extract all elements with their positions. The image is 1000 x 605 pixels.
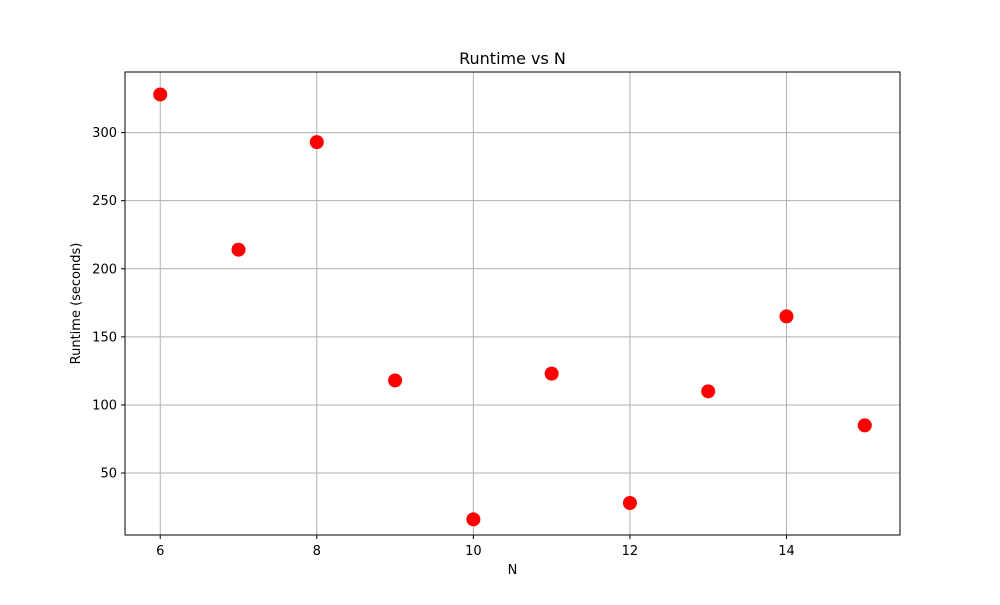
data-point [544, 366, 559, 381]
y-tick-label: 50 [100, 467, 117, 482]
x-tick-label: 14 [778, 544, 795, 559]
plot-area-frame [124, 71, 901, 536]
data-point [622, 495, 637, 510]
grid-layer [125, 72, 900, 535]
x-tick-label: 12 [622, 544, 639, 559]
y-tick-label: 150 [92, 330, 117, 345]
x-tick-label: 6 [156, 544, 164, 559]
chart-title: Runtime vs N [459, 49, 566, 68]
x-tick-label: 8 [313, 544, 321, 559]
x-axis-label: N [508, 563, 518, 578]
points-layer [153, 87, 872, 527]
data-point [466, 512, 481, 527]
data-point [388, 373, 403, 388]
data-point [857, 418, 872, 433]
y-tick-label: 100 [92, 398, 117, 413]
data-point [231, 242, 246, 257]
data-point [309, 135, 324, 150]
y-axis-label: Runtime (seconds) [69, 243, 84, 365]
y-tick-label: 300 [92, 126, 117, 141]
data-point [779, 309, 794, 324]
data-point [701, 384, 716, 399]
y-tick-label: 250 [92, 194, 117, 209]
data-point [153, 87, 168, 102]
ticks-layer: 6 8 10 12 14 50 100 150 200 250 300 [92, 126, 795, 559]
y-tick-label: 200 [92, 262, 117, 277]
x-tick-label: 10 [465, 544, 482, 559]
